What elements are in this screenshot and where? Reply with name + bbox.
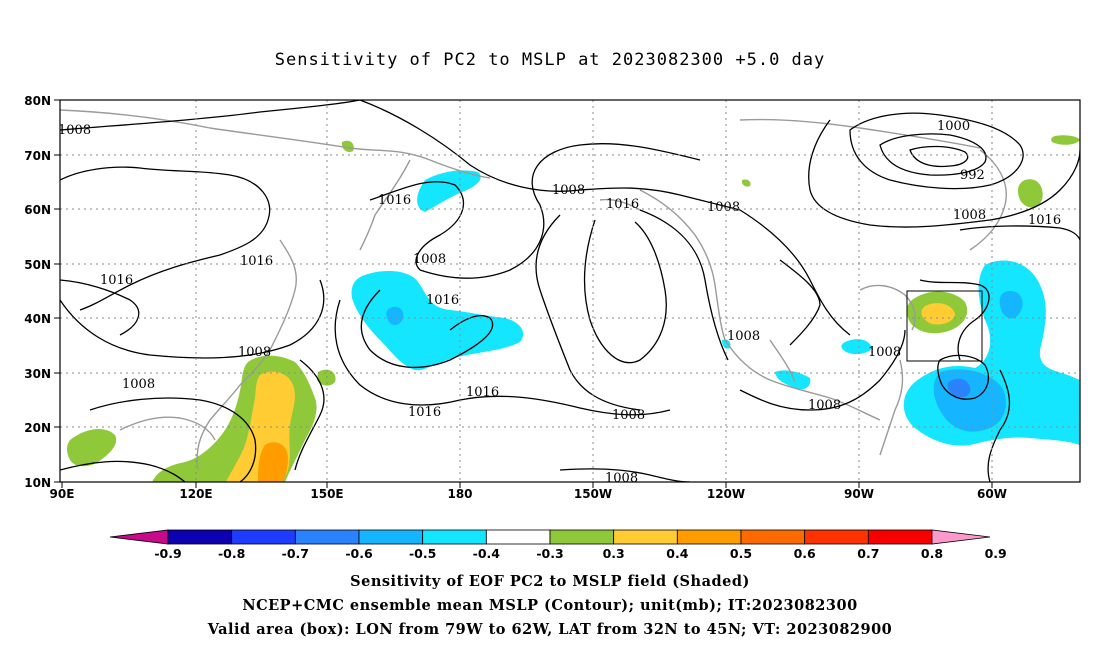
contour-label: 1008 xyxy=(552,183,585,198)
axis-ticks xyxy=(54,99,993,488)
graticule xyxy=(60,100,1080,482)
lat-tick-label: 70N xyxy=(24,149,51,163)
colorbar-swatch xyxy=(231,529,296,545)
contour-label: 1008 xyxy=(808,398,841,413)
shade-cyan-bering xyxy=(417,170,481,212)
colorbar-swatch xyxy=(422,529,487,545)
shade-green-labrador xyxy=(1017,179,1043,208)
shade-green-scs xyxy=(67,428,117,467)
lon-tick-label: 90W xyxy=(844,487,874,501)
colorbar-label: 0.9 xyxy=(985,546,1007,561)
lat-tick-label: 30N xyxy=(24,367,51,381)
colorbar-label: -0.4 xyxy=(473,546,501,561)
contour-label: 1008 xyxy=(707,200,740,215)
contour-label: 1008 xyxy=(122,377,155,392)
colorbar-swatch xyxy=(294,529,360,545)
lat-tick-labels: 80N 70N 60N 50N 40N 30N 20N 10N xyxy=(24,94,51,490)
contour-label: 1008 xyxy=(413,252,446,267)
lon-tick-label: 60W xyxy=(977,487,1007,501)
colorbar-label: 0.5 xyxy=(730,546,752,561)
contour-label: 1008 xyxy=(953,208,986,223)
contour-label: 1008 xyxy=(238,345,271,360)
shade-orange-wp xyxy=(258,442,288,482)
colorbar-swatch xyxy=(358,529,424,545)
contour-label: 1016 xyxy=(100,273,133,288)
valid-area-box xyxy=(906,290,983,362)
contour-label: 1016 xyxy=(408,405,441,420)
lon-tick-label: 120E xyxy=(179,487,212,501)
lat-tick-label: 60N xyxy=(24,203,51,217)
colorbar-swatch xyxy=(676,529,742,545)
lat-tick-label: 10N xyxy=(24,476,51,490)
shade-darkblue-atlantic xyxy=(947,378,971,398)
colorbar-low-arrow xyxy=(109,529,169,545)
caption-line-2: NCEP+CMC ensemble mean MSLP (Contour); u… xyxy=(242,597,858,614)
colorbar-swatch xyxy=(867,529,933,545)
colorbar-label: 0.4 xyxy=(666,546,688,561)
lon-tick-label: 180 xyxy=(447,487,472,501)
coastlines xyxy=(60,109,1007,471)
colorbar-label: 0.6 xyxy=(794,546,816,561)
colorbar-label: -0.9 xyxy=(154,546,181,561)
caption-line-1: Sensitivity of EOF PC2 to MSLP field (Sh… xyxy=(350,573,750,590)
colorbar-label: -0.6 xyxy=(345,546,373,561)
shade-green-greenland xyxy=(1051,135,1080,145)
lat-tick-label: 50N xyxy=(24,258,51,272)
colorbar-label: -0.3 xyxy=(536,546,563,561)
shade-blue-westpac xyxy=(386,306,404,326)
lon-tick-label: 120W xyxy=(707,487,745,501)
colorbar-swatch xyxy=(167,529,233,545)
shade-cyan-mexico xyxy=(775,370,811,390)
caption-line-3: Valid area (box): LON from 79W to 62W, L… xyxy=(207,621,893,638)
shade-blue-east-atlantic xyxy=(999,290,1023,319)
lat-tick-label: 80N xyxy=(24,94,51,108)
contour-label: 1016 xyxy=(1028,213,1061,228)
mslp-contours xyxy=(60,100,1080,482)
contour-label: 1016 xyxy=(426,293,459,308)
contour-label: 1008 xyxy=(612,408,645,423)
lon-tick-label: 90E xyxy=(50,487,75,501)
colorbar: -0.9 -0.8 -0.7 -0.6 -0.5 -0.4 -0.3 0.3 0.4 0.5 0.6… xyxy=(109,529,1007,561)
contour-label: 1008 xyxy=(605,471,638,486)
colorbar-swatch xyxy=(804,529,869,545)
colorbar-label: -0.7 xyxy=(282,546,309,561)
lon-tick-labels: 90E 120E 150E 180 150W 120W 90W 60W xyxy=(50,487,1007,501)
shade-cyan-gulf xyxy=(841,339,872,355)
contour-label: 1008 xyxy=(727,329,760,344)
lat-tick-label: 40N xyxy=(24,312,51,326)
colorbar-swatch xyxy=(549,529,615,545)
lat-tick-label: 20N xyxy=(24,421,51,435)
contour-label: 1000 xyxy=(937,119,970,134)
lon-tick-label: 150E xyxy=(310,487,343,501)
shade-cyan-westpac xyxy=(351,270,524,371)
shade-green-wp-small xyxy=(317,369,336,386)
contour-labels: 1008 1016 1008 1008 1016 1016 1008 1016 … xyxy=(58,119,1061,486)
colorbar-swatch xyxy=(485,529,551,545)
colorbar-label: 0.8 xyxy=(921,546,943,561)
contour-label: 1016 xyxy=(606,197,639,212)
contour-label: 1016 xyxy=(240,254,273,269)
contour-label: 1016 xyxy=(466,385,499,400)
colorbar-label: -0.5 xyxy=(409,546,436,561)
colorbar-swatch xyxy=(613,529,678,545)
contour-label: 1008 xyxy=(58,123,91,138)
shade-green-small2 xyxy=(341,140,354,152)
colorbar-label: -0.8 xyxy=(218,546,245,561)
colorbar-high-arrow xyxy=(931,529,991,545)
lon-tick-label: 150W xyxy=(574,487,612,501)
plot-frame xyxy=(59,99,1081,483)
colorbar-swatch xyxy=(740,529,806,545)
contour-label: 1016 xyxy=(378,193,411,208)
shade-cyan-pacific-mx xyxy=(722,339,731,349)
contour-label: 992 xyxy=(960,168,985,183)
colorbar-label: 0.3 xyxy=(603,546,625,561)
contour-label: 1008 xyxy=(868,345,901,360)
shade-green-wp xyxy=(152,355,317,482)
map-title: Sensitivity of PC2 to MSLP at 2023082300… xyxy=(274,50,826,70)
shade-yellow-box xyxy=(921,303,955,325)
colorbar-label: 0.7 xyxy=(857,546,879,561)
shade-green-small1 xyxy=(741,179,751,187)
